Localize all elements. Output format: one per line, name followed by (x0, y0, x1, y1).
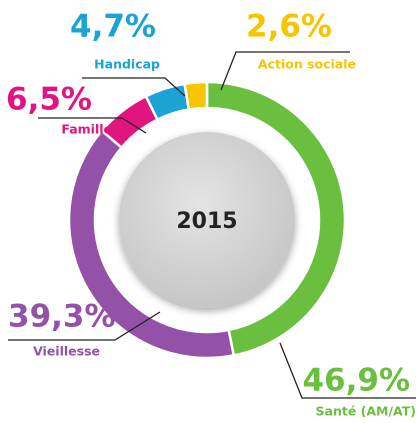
donut-segment (183, 80, 209, 111)
category-label: Action sociale (258, 57, 356, 72)
leader-line (8, 311, 161, 341)
value-label: 6,5% (6, 82, 92, 118)
value-label: 2,6% (246, 9, 332, 45)
value-label: 46,9% (302, 363, 410, 399)
category-label: Famille (61, 122, 112, 137)
leader-line (220, 51, 350, 91)
value-label: 39,3% (8, 299, 116, 335)
category-label: Handicap (94, 57, 160, 72)
value-label: 4,7% (70, 9, 156, 45)
category-label: Santé (AM/AT) (316, 404, 416, 419)
center-disc (119, 132, 295, 308)
center-label: 2015 (176, 209, 237, 234)
leader-line (279, 342, 416, 399)
leader-line (82, 77, 186, 97)
category-label: Vieillesse (33, 344, 100, 359)
leader-line (38, 117, 147, 134)
